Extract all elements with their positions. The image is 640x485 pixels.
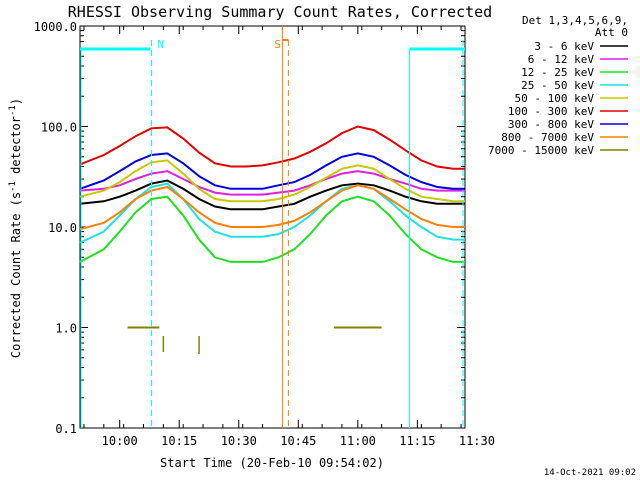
legend-entry-label: 800 - 7000 keV	[501, 131, 594, 144]
legend-entry-label: 25 - 50 keV	[521, 79, 594, 92]
plot-frame	[79, 25, 466, 429]
y-tick-label: 1.0	[55, 322, 77, 336]
y-tick-label: 10.0	[48, 221, 77, 235]
legend-entry-label: 50 - 100 keV	[515, 92, 595, 105]
x-tick-label: 11:00	[340, 434, 376, 448]
x-axis: 10:00 10:15 10:30 10:45 11:00 11:15 11:30	[83, 26, 495, 448]
annotation-label: N	[157, 38, 164, 51]
x-tick-label: 10:30	[221, 434, 257, 448]
timestamp: 14-Oct-2021 09:02	[544, 468, 636, 478]
x-tick-label: 10:00	[102, 434, 138, 448]
y-tick-label: 1000.0	[34, 20, 77, 34]
y-tick-label: 100.0	[41, 121, 77, 135]
x-tick-label: 10:45	[280, 434, 316, 448]
series-line-12-25-keV-kev	[79, 195, 465, 263]
legend-entry-label: 300 - 800 keV	[508, 118, 594, 131]
chart-title: RHESSI Observing Summary Count Rates, Co…	[68, 3, 492, 21]
series-line-100-300-keV-kev	[79, 125, 465, 170]
legend-entry-label: 3 - 6 keV	[534, 40, 594, 53]
legend-entry-label: 12 - 25 keV	[521, 66, 594, 79]
legend-entry-label: 7000 - 15000 keV	[488, 144, 594, 157]
y-axis: 1000.0 100.0 10.0 1.0 0.1	[34, 20, 465, 436]
series-line-50-100-keV-kev	[79, 159, 465, 203]
x-tick-label: 11:30	[459, 434, 495, 448]
y-axis-label: Corrected Count Rate (s-1 detector-1)	[8, 98, 23, 358]
annotation-label: S	[274, 38, 281, 51]
legend-entry-label: 6 - 12 keV	[528, 53, 595, 66]
series-layer	[79, 125, 465, 329]
legend-entry-label: 100 - 300 keV	[508, 105, 594, 118]
x-tick-label: 10:15	[161, 434, 197, 448]
legend-header-line-2: Att 0	[595, 26, 628, 39]
plot-area	[79, 25, 466, 429]
legend-header-line-1: Det 1,3,4,5,6,9,	[522, 14, 628, 27]
series-line-25-50-keV-kev	[79, 182, 465, 244]
x-axis-label: Start Time (20-Feb-10 09:54:02)	[160, 456, 384, 470]
x-tick-label: 11:15	[399, 434, 435, 448]
y-tick-label: 0.1	[55, 422, 77, 436]
